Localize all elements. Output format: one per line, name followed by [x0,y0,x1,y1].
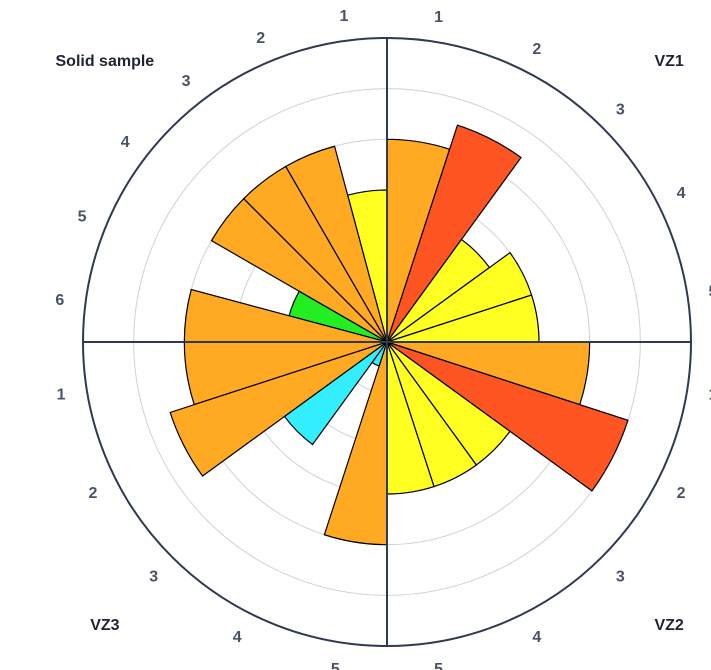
bars [169,124,629,546]
bar-vz2-2 [386,341,629,492]
tick-label-vz1-3: 3 [616,102,625,119]
tick-label-solid-sample-5: 5 [78,209,87,226]
bar-vz1-2 [386,124,522,343]
bar-vz3-3 [283,341,388,446]
tick-label-solid-sample-1: 1 [339,8,348,25]
tick-label-vz3-4: 4 [233,629,242,646]
tick-label-vz3-3: 3 [149,568,158,585]
tick-label-vz1-5: 5 [708,283,711,300]
tick-label-solid-sample-3: 3 [182,73,191,90]
tick-label-vz2-1: 1 [708,387,711,404]
tick-label-vz3-2: 2 [89,485,98,502]
tick-label-vz1-4: 4 [677,185,686,202]
tick-label-vz1-1: 1 [434,9,443,26]
labels: 1 2 3 4 5 VZ1 1 2 3 4 5 VZ2 1 2 3 4 5 VZ3 1 2 3 4 5 6 Solid samp… [55,8,711,670]
bar-vz3-2 [169,341,388,477]
tick-label-vz2-4: 4 [532,629,541,646]
sector-label-vz1: VZ1 [654,53,683,70]
tick-label-solid-sample-6: 6 [55,292,64,309]
sector-label-vz2: VZ2 [654,617,683,634]
axes [82,37,692,647]
tick-label-vz1-2: 2 [532,41,541,58]
sector-label-vz3: VZ3 [90,617,119,634]
tick-label-vz2-2: 2 [677,485,686,502]
tick-label-vz3-5: 5 [331,661,340,670]
bar-solid-sample-4 [210,197,388,343]
tick-label-solid-sample-2: 2 [256,30,265,47]
tick-label-vz2-3: 3 [616,568,625,585]
tick-label-vz2-5: 5 [434,661,443,670]
sector-label-solid-sample: Solid sample [56,53,155,70]
tick-label-vz3-1: 1 [57,387,66,404]
tick-label-solid-sample-4: 4 [121,134,130,151]
